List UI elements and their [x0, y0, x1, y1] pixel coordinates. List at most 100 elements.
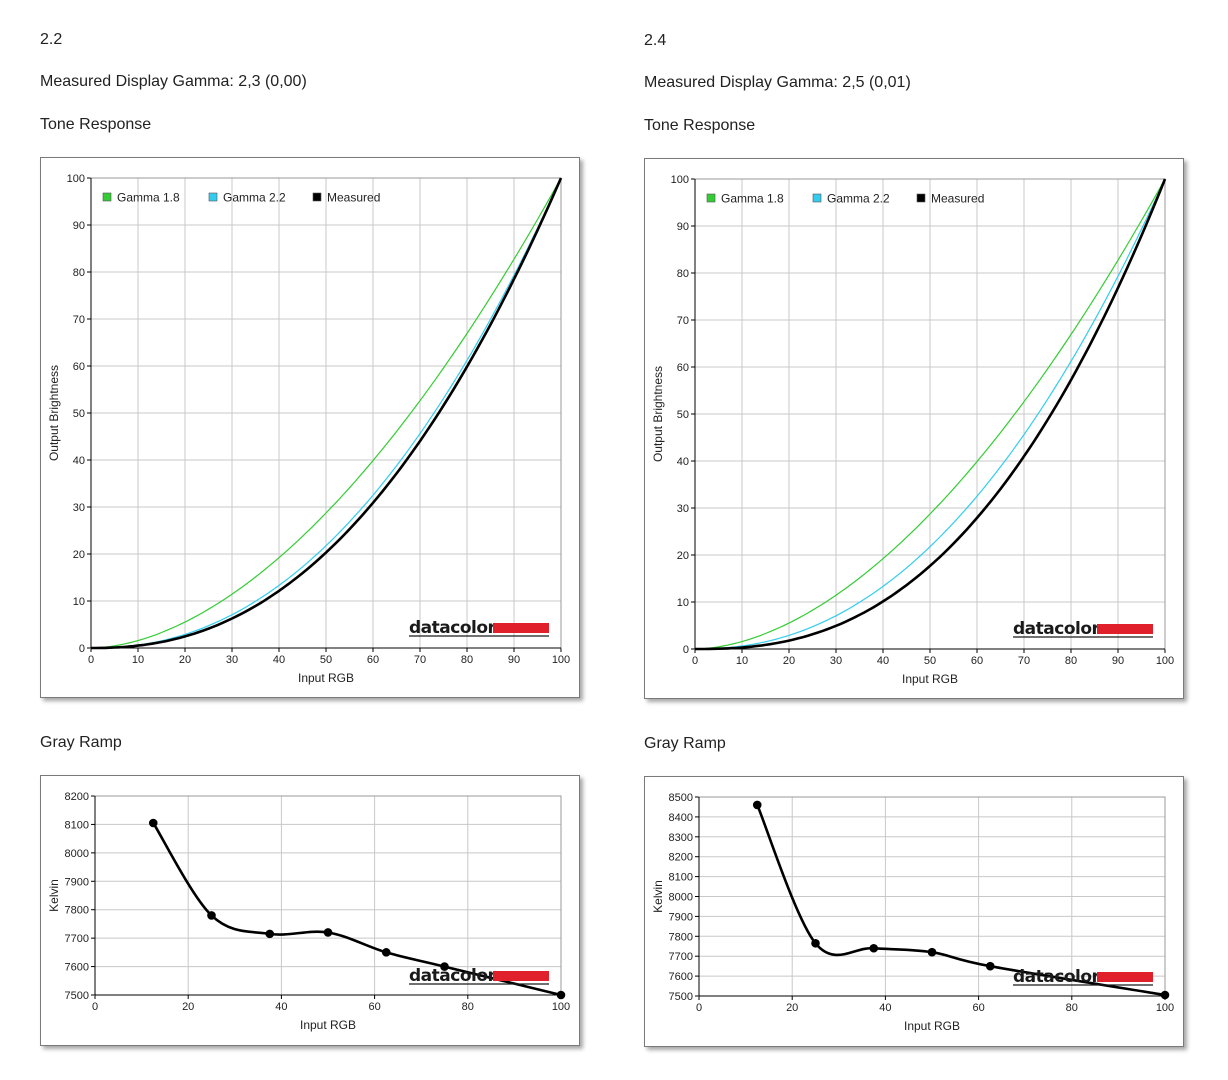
right-tone-x-tick-label: 70 — [1018, 655, 1030, 667]
left-ramp-x-axis-label: Input RGB — [300, 1018, 356, 1032]
right-tone-y-tick-label: 60 — [677, 362, 689, 374]
left-ramp-chart-svg: 0 20 40 60 80 100 7500 7600 7700 7800 7900 8000 8100… — [47, 791, 570, 1032]
right-tone-y-tick-label: 70 — [677, 315, 689, 327]
right-tone-series-gamma-1-8 — [694, 178, 1166, 650]
left-ramp-logo-bar — [493, 971, 549, 981]
left-ramp-y-tick-label: 7800 — [65, 905, 89, 917]
right-ramp-y-tick-label: 7700 — [669, 951, 693, 963]
right-ramp-x-tick-label: 100 — [1156, 1002, 1174, 1014]
right-ramp-x-axis-label: Input RGB — [904, 1019, 960, 1033]
left-tone-x-tick-label: 70 — [414, 654, 426, 666]
left-ramp-y-tick-label: 7600 — [65, 962, 89, 974]
right-tone-x-tick-label: 20 — [783, 655, 795, 667]
left-tone-x-tick-label: 100 — [552, 654, 570, 666]
right-tone-y-tick-label: 40 — [677, 456, 689, 468]
right-tone-legend-label: Gamma 1.8 — [721, 192, 784, 206]
right-tone-x-tick-label: 40 — [877, 655, 889, 667]
left-tone-x-tick-label: 90 — [508, 654, 520, 666]
right-tone-y-tick-label: 0 — [683, 644, 689, 656]
left-ramp-x-tick-label: 20 — [182, 1001, 194, 1013]
right-tone-legend-swatch — [812, 193, 822, 203]
right-tone-series-measured — [695, 178, 1167, 651]
left-ramp-kelvin-point — [265, 929, 275, 939]
left-ramp-chart: 0 20 40 60 80 100 7500 7600 7700 7800 7900 8000 8100… — [40, 775, 580, 1046]
right-ramp-x-tick-label: 40 — [879, 1002, 891, 1014]
left-ramp-kelvin-point — [381, 948, 391, 957]
left-tone-legend-label: Measured — [327, 191, 380, 205]
right-tone-x-tick-label: 100 — [1156, 655, 1174, 667]
right-tone-x-tick-label: 60 — [971, 655, 983, 667]
left-tone-y-tick-label: 30 — [73, 502, 85, 514]
right-tone-logo-bar — [1097, 624, 1153, 634]
right-ramp-x-tick-label: 60 — [972, 1002, 984, 1014]
left-tone-series-measured — [91, 177, 563, 650]
left-tone-x-tick-label: 30 — [226, 654, 238, 666]
left-tone-y-tick-label: 20 — [73, 549, 85, 561]
left-ramp-kelvin-point — [323, 928, 333, 937]
right-ramp-y-tick-label: 7600 — [669, 971, 693, 983]
left-ramp-x-tick-label: 40 — [275, 1001, 287, 1013]
right-tone-legend-label: Measured — [931, 192, 984, 206]
left-tone-y-tick-label: 90 — [73, 220, 85, 232]
left-tone-legend-swatch — [312, 192, 322, 202]
left-ramp-y-axis-label: Kelvin — [47, 879, 61, 912]
left-tone-y-tick-label: 50 — [73, 408, 85, 420]
right-tone-legend-label: Gamma 2.2 — [827, 192, 890, 206]
right-ramp-kelvin-point — [869, 943, 879, 953]
left-ramp-title: Gray Ramp — [40, 734, 122, 751]
left-tone-legend-label: Gamma 1.8 — [117, 191, 180, 205]
left-ramp-y-tick-label: 8000 — [65, 848, 89, 860]
left-ramp-plot-area — [95, 796, 561, 995]
right-ramp-kelvin-point — [811, 938, 820, 948]
right-ramp-chart: 0 20 40 60 80 100 7500 7600 7700 7800 7900 8000 8100… — [644, 776, 1184, 1047]
left-tone-y-tick-label: 100 — [67, 173, 85, 185]
right-ramp-title: Gray Ramp — [644, 735, 726, 752]
left-tone-x-axis-label: Input RGB — [298, 671, 354, 685]
right-ramp-y-tick-label: 8400 — [669, 812, 693, 824]
right-tone-datacolor-logo: datacolor — [1013, 619, 1101, 639]
left-ramp-kelvin-point — [148, 818, 158, 828]
left-ramp-y-tick-label: 7500 — [65, 990, 89, 1002]
right-heading: 2.4 — [644, 32, 667, 49]
right-ramp-kelvin-line — [756, 804, 1166, 997]
left-measured-gamma: Measured Display Gamma: 2,3 (0,00) — [40, 73, 307, 90]
left-tone-y-tick-label: 0 — [79, 643, 85, 655]
left-tone-x-tick-label: 40 — [273, 654, 285, 666]
right-tone-legend-swatch — [916, 193, 926, 203]
right-tone-y-tick-label: 30 — [677, 503, 689, 515]
right-ramp-y-tick-label: 8300 — [669, 832, 693, 844]
right-ramp-kelvin-point — [1160, 990, 1170, 1000]
left-tone-y-tick-label: 80 — [73, 267, 85, 279]
right-tone-x-tick-label: 50 — [924, 655, 936, 667]
right-ramp-y-tick-label: 8000 — [669, 892, 693, 904]
right-tone-x-tick-label: 0 — [692, 655, 698, 667]
right-tone-title: Tone Response — [644, 117, 756, 134]
right-ramp-kelvin-point — [752, 800, 762, 810]
right-tone-x-tick-label: 30 — [830, 655, 842, 667]
left-tone-x-tick-label: 10 — [132, 654, 144, 666]
right-ramp-chart-svg: 0 20 40 60 80 100 7500 7600 7700 7800 7900 8000 8100… — [651, 792, 1174, 1033]
right-ramp-y-tick-label: 8200 — [669, 852, 693, 864]
right-tone-chart-svg: 0 10 20 30 40 50 60 70 80 90 100 0 10 20 30 40 50 60 70 80 9… — [651, 174, 1174, 686]
left-ramp-y-tick-label: 8100 — [65, 819, 89, 831]
left-tone-x-tick-label: 60 — [367, 654, 379, 666]
right-ramp-y-tick-label: 7900 — [669, 911, 693, 923]
left-ramp-y-tick-label: 7700 — [65, 933, 89, 945]
right-tone-y-tick-label: 90 — [677, 221, 689, 233]
left-tone-x-tick-label: 0 — [88, 654, 94, 666]
left-ramp-x-tick-label: 80 — [462, 1001, 474, 1013]
left-tone-x-tick-label: 80 — [461, 654, 473, 666]
left-ramp-x-tick-label: 100 — [552, 1001, 570, 1013]
left-tone-series-gamma-1-8 — [90, 177, 562, 649]
left-tone-legend-label: Gamma 2.2 — [223, 191, 286, 205]
left-ramp-y-tick-label: 8200 — [65, 791, 89, 803]
right-tone-x-tick-label: 80 — [1065, 655, 1077, 667]
right-tone-series-gamma-2-2 — [695, 178, 1166, 650]
left-tone-legend-swatch — [208, 192, 218, 202]
right-tone-y-tick-label: 100 — [671, 174, 689, 186]
right-ramp-logo-bar — [1097, 972, 1153, 982]
right-tone-y-tick-label: 20 — [677, 550, 689, 562]
right-ramp-y-tick-label: 7500 — [669, 991, 693, 1003]
left-ramp-kelvin-point — [440, 962, 449, 971]
left-tone-y-tick-label: 70 — [73, 314, 85, 326]
